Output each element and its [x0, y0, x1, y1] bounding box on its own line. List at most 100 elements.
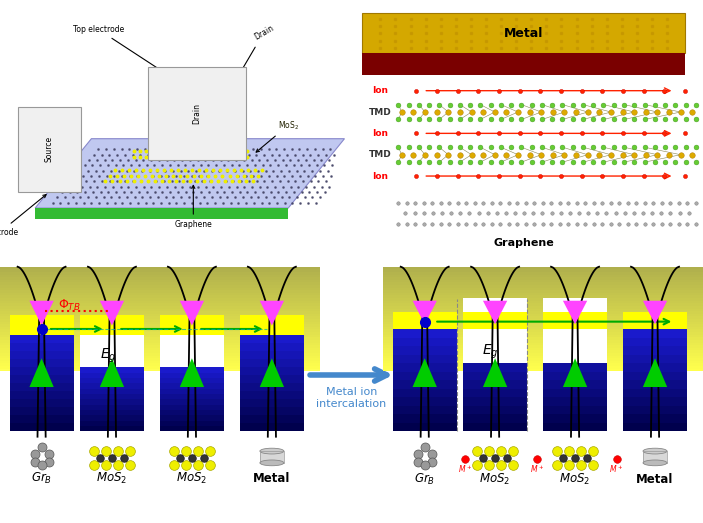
Text: Ion: Ion — [373, 129, 388, 138]
Bar — [393, 363, 457, 372]
Bar — [543, 363, 607, 372]
Bar — [0, 329, 320, 332]
Bar — [0, 319, 320, 322]
Bar — [543, 312, 607, 329]
Bar — [393, 406, 457, 414]
Bar — [623, 381, 687, 389]
Bar — [240, 351, 304, 359]
Text: Metal: Metal — [504, 27, 543, 40]
Bar — [393, 381, 457, 389]
Bar — [0, 288, 320, 290]
Bar — [463, 406, 527, 414]
Bar — [383, 348, 703, 350]
Bar — [0, 285, 320, 288]
Bar — [80, 378, 144, 383]
Bar — [240, 399, 304, 407]
Text: $MoS_2$: $MoS_2$ — [560, 472, 591, 487]
Bar — [383, 280, 703, 282]
Bar — [393, 329, 457, 338]
Polygon shape — [259, 301, 284, 325]
Bar — [0, 366, 320, 369]
Bar — [0, 282, 320, 285]
Text: TMD: TMD — [369, 108, 392, 117]
Text: Top electrode: Top electrode — [73, 25, 172, 78]
Bar — [383, 358, 703, 361]
Bar — [383, 282, 703, 285]
Bar — [0, 361, 320, 363]
Polygon shape — [413, 358, 437, 387]
Bar — [0, 301, 320, 303]
Bar — [10, 367, 74, 375]
Polygon shape — [563, 301, 587, 324]
Bar — [383, 275, 703, 277]
Polygon shape — [180, 301, 204, 325]
Bar — [0, 356, 320, 358]
Text: Ion: Ion — [373, 86, 388, 95]
Bar — [383, 366, 703, 369]
Text: $MoS_2$: $MoS_2$ — [479, 472, 510, 487]
Polygon shape — [259, 358, 284, 387]
Bar — [80, 383, 144, 389]
Bar — [543, 406, 607, 414]
Text: $M^+$: $M^+$ — [458, 463, 472, 475]
Bar — [543, 312, 607, 329]
Text: Drain: Drain — [241, 24, 275, 71]
Bar — [0, 295, 320, 298]
Bar — [0, 314, 320, 316]
Ellipse shape — [260, 448, 284, 454]
Polygon shape — [363, 53, 685, 75]
Bar — [463, 355, 527, 363]
Bar — [463, 423, 527, 431]
Text: Graphene: Graphene — [174, 185, 212, 229]
Bar — [623, 423, 687, 431]
Bar — [0, 293, 320, 295]
Bar — [623, 346, 687, 355]
Bar — [623, 363, 687, 372]
Bar — [240, 367, 304, 375]
Bar — [383, 311, 703, 314]
Bar — [160, 389, 224, 394]
Bar — [383, 363, 703, 366]
Bar — [463, 329, 527, 338]
Bar — [383, 361, 703, 363]
Bar — [0, 327, 320, 329]
Bar — [383, 324, 703, 327]
Polygon shape — [643, 358, 667, 387]
Polygon shape — [483, 301, 508, 324]
Polygon shape — [35, 139, 344, 208]
Text: $E_g$: $E_g$ — [482, 343, 498, 361]
Bar — [0, 350, 320, 353]
Bar — [160, 415, 224, 421]
Bar — [383, 369, 703, 371]
Bar — [260, 451, 284, 463]
Bar — [383, 272, 703, 275]
Bar — [80, 315, 144, 335]
Bar — [393, 312, 457, 329]
Bar — [80, 400, 144, 405]
Bar — [260, 451, 284, 463]
Bar — [623, 414, 687, 423]
Bar — [393, 338, 457, 346]
Bar — [160, 378, 224, 383]
Bar — [0, 280, 320, 282]
Bar — [643, 451, 667, 463]
Bar — [160, 367, 224, 373]
Bar — [623, 312, 687, 329]
Bar — [393, 355, 457, 363]
Bar — [80, 405, 144, 410]
Bar — [383, 322, 703, 324]
Bar — [10, 399, 74, 407]
Bar — [543, 312, 607, 329]
Bar — [383, 340, 703, 343]
Bar — [383, 329, 703, 332]
Bar — [10, 335, 74, 343]
Bar — [463, 312, 527, 329]
Bar — [383, 288, 703, 290]
Bar — [160, 421, 224, 426]
Bar — [463, 312, 527, 329]
Text: $MoS_2$: $MoS_2$ — [176, 471, 207, 486]
Bar — [383, 295, 703, 298]
Bar — [543, 329, 607, 363]
Bar — [543, 346, 607, 355]
Bar — [383, 356, 703, 358]
